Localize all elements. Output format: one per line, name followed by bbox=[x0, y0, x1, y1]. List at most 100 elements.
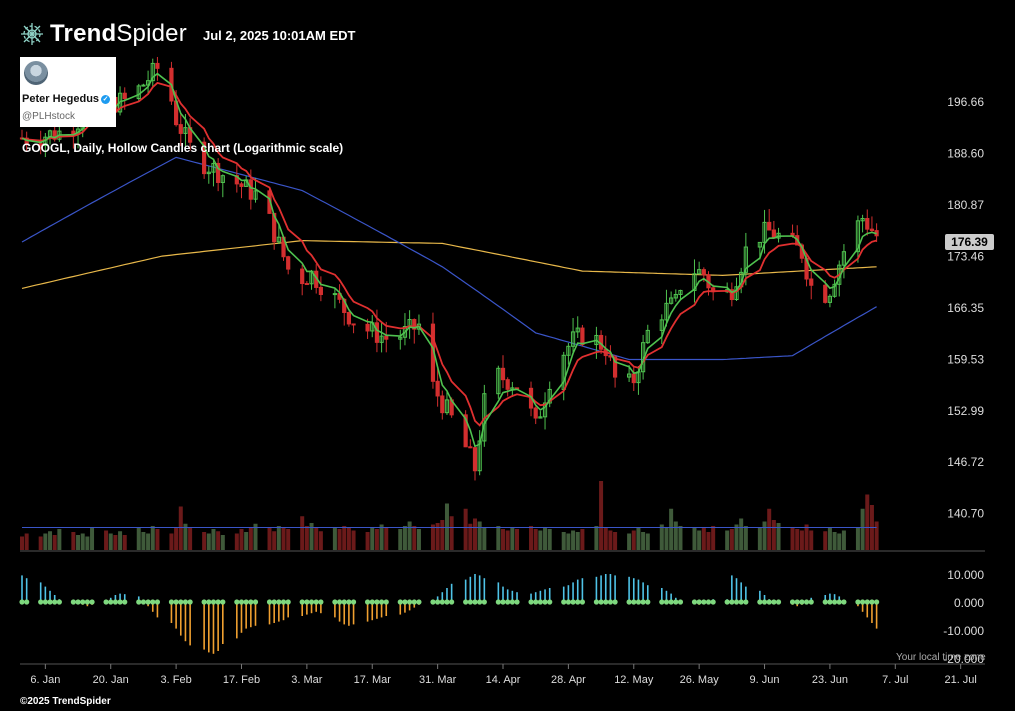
candle-body bbox=[202, 141, 207, 175]
zero-dot bbox=[271, 599, 277, 605]
candle-body bbox=[827, 295, 833, 303]
volume-bar bbox=[276, 526, 281, 550]
candle-body bbox=[435, 380, 440, 397]
volume-bar bbox=[57, 529, 62, 550]
volume-bar bbox=[510, 527, 515, 550]
time-tick-label: 17. Feb bbox=[223, 674, 260, 686]
candle-body bbox=[505, 379, 510, 390]
volume-bar bbox=[515, 529, 520, 550]
zero-dot bbox=[70, 599, 76, 605]
zero-dot bbox=[803, 599, 810, 605]
zero-dot bbox=[575, 599, 581, 605]
volume-bar bbox=[809, 530, 814, 550]
candle-body bbox=[533, 407, 538, 419]
volume-bar bbox=[855, 527, 860, 550]
zero-dot bbox=[47, 599, 53, 605]
volume-bar bbox=[43, 533, 48, 550]
volume-bar bbox=[108, 533, 113, 550]
volume-bar bbox=[20, 536, 24, 550]
zero-dot bbox=[383, 599, 389, 605]
candle-body bbox=[248, 179, 253, 200]
profile-card[interactable]: Peter Hegedus ✓ @PLHstock bbox=[20, 57, 116, 127]
oscillator-tick-label: -20.000 bbox=[943, 652, 984, 666]
zero-dot bbox=[799, 599, 805, 605]
candle-body bbox=[566, 345, 571, 356]
price-tick-label: 166.35 bbox=[947, 301, 984, 315]
price-tick-label: 140.70 bbox=[947, 507, 984, 521]
zero-dot bbox=[243, 599, 249, 605]
volume-bar bbox=[795, 529, 800, 550]
volume-bar bbox=[435, 523, 440, 550]
candle-body bbox=[860, 218, 865, 222]
volume-bar bbox=[122, 535, 127, 550]
zero-dot bbox=[477, 599, 483, 605]
zero-dot bbox=[593, 599, 600, 605]
candle-body bbox=[645, 329, 650, 344]
volume-bar bbox=[332, 527, 337, 550]
candle-body bbox=[38, 143, 43, 146]
zero-dot bbox=[626, 599, 632, 605]
zero-dot bbox=[56, 599, 62, 605]
candle-body bbox=[304, 283, 309, 286]
volume-bar bbox=[104, 530, 109, 550]
time-tick-label: 7. Jul bbox=[882, 674, 908, 686]
candle-body bbox=[379, 335, 384, 343]
zero-dot bbox=[598, 599, 604, 605]
candle-body bbox=[669, 297, 674, 304]
volume-bar bbox=[202, 532, 207, 550]
volume-bar bbox=[711, 526, 716, 550]
candle-body bbox=[692, 273, 697, 291]
zero-dot bbox=[178, 599, 184, 605]
volume-bar bbox=[416, 529, 421, 550]
candle-body bbox=[500, 367, 506, 381]
candle-body bbox=[216, 162, 221, 183]
candle-body bbox=[542, 402, 548, 418]
zero-dot bbox=[533, 599, 539, 605]
time-tick-label: 26. May bbox=[680, 674, 720, 686]
candle-body bbox=[183, 127, 188, 134]
last-price-tag: 176.39 bbox=[945, 234, 994, 250]
volume-bar bbox=[346, 527, 351, 550]
zero-dot bbox=[108, 599, 114, 605]
volume-bar bbox=[272, 531, 277, 550]
time-tick-label: 3. Mar bbox=[291, 674, 323, 686]
candle-body bbox=[809, 278, 814, 286]
zero-dot bbox=[677, 599, 684, 605]
volume-bar bbox=[178, 506, 183, 550]
zero-dot bbox=[173, 599, 179, 605]
zero-dot bbox=[710, 599, 716, 605]
zero-dot bbox=[332, 599, 338, 605]
zero-dot bbox=[397, 599, 403, 605]
volume-bar bbox=[24, 533, 29, 550]
candle-body bbox=[729, 289, 734, 301]
zero-dot bbox=[729, 599, 735, 605]
zero-dot bbox=[514, 599, 520, 605]
volume-bar bbox=[603, 527, 608, 550]
zero-dot bbox=[350, 599, 357, 605]
volume-bar bbox=[673, 521, 678, 550]
chart-title: GOOGL, Daily, Hollow Candles chart (Loga… bbox=[22, 141, 344, 155]
volume-bar bbox=[90, 527, 95, 550]
brand-logo: TrendSpider bbox=[20, 20, 187, 48]
volume-bar bbox=[463, 508, 468, 550]
zero-dot bbox=[52, 599, 58, 605]
zero-dot bbox=[318, 599, 324, 605]
zero-dot bbox=[808, 599, 814, 605]
price-tick-label: 188.60 bbox=[947, 147, 984, 161]
zero-dot bbox=[89, 599, 95, 605]
zero-dot bbox=[182, 599, 189, 605]
volume-bar bbox=[561, 532, 566, 550]
zero-dot bbox=[738, 599, 744, 605]
volume-bar bbox=[136, 527, 141, 550]
zero-dot bbox=[336, 599, 343, 605]
volume-bar bbox=[169, 533, 174, 550]
volume-bar bbox=[575, 532, 580, 550]
zero-dot bbox=[869, 599, 875, 605]
zero-dot bbox=[187, 599, 193, 605]
zero-dot bbox=[635, 599, 642, 605]
candle-body bbox=[141, 84, 146, 87]
zero-dot bbox=[266, 599, 273, 605]
volume-bar bbox=[309, 523, 314, 550]
candle-body bbox=[412, 319, 417, 330]
zero-dot bbox=[663, 599, 670, 605]
